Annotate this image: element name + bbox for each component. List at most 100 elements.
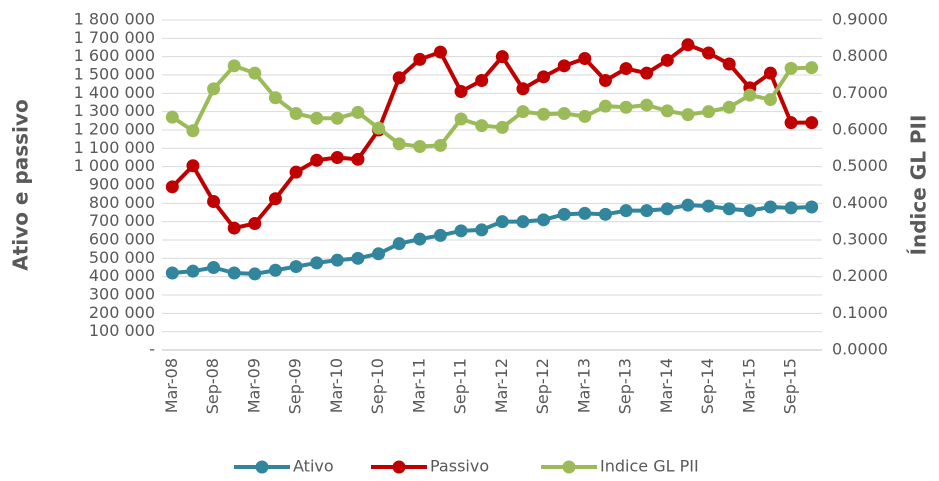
point xyxy=(351,152,365,166)
series-line xyxy=(171,63,812,149)
point xyxy=(660,53,674,67)
y-tick-label: 600 000 xyxy=(89,230,155,249)
point xyxy=(578,52,592,65)
point xyxy=(495,120,509,134)
point xyxy=(784,116,798,130)
point xyxy=(289,165,303,179)
point xyxy=(640,98,654,112)
point xyxy=(681,38,695,52)
point xyxy=(289,107,303,120)
point xyxy=(433,45,447,59)
point xyxy=(702,46,716,60)
point xyxy=(805,200,819,214)
point xyxy=(516,82,530,96)
y-tick-label: 500 000 xyxy=(89,248,155,267)
point xyxy=(681,198,695,212)
point xyxy=(475,119,489,133)
point xyxy=(702,105,716,119)
point xyxy=(702,199,716,213)
point xyxy=(392,237,406,251)
point xyxy=(557,207,571,221)
x-tick-label: Mar-13 xyxy=(574,358,593,413)
y-tick-label: 700 000 xyxy=(89,211,155,230)
y-tick-label: 400 000 xyxy=(89,266,155,285)
y-tick-label: 1 500 000 xyxy=(74,65,155,84)
point xyxy=(578,109,592,123)
point xyxy=(537,70,551,84)
y2-tick-label: 0.6000 xyxy=(832,120,888,139)
y-tick-label: 100 000 xyxy=(89,321,155,340)
point xyxy=(557,107,571,120)
legend-marker xyxy=(392,460,406,474)
y-tick-label: 1 300 000 xyxy=(74,101,155,120)
x-tick-label: Sep-12 xyxy=(533,358,552,414)
x-tick-label: Mar-09 xyxy=(244,358,263,413)
x-tick-label: Sep-15 xyxy=(781,358,800,414)
point xyxy=(268,91,282,105)
point xyxy=(763,200,777,214)
y-axis-title: Ativo e passivo xyxy=(9,99,33,270)
point xyxy=(640,66,654,80)
point xyxy=(413,52,427,66)
point xyxy=(310,111,324,125)
point xyxy=(784,201,798,215)
point xyxy=(433,138,447,152)
y2-axis-title: Índice GL PII xyxy=(907,115,931,256)
y2-tick-label: 0.1000 xyxy=(832,303,888,322)
point xyxy=(227,221,241,235)
point xyxy=(248,267,262,281)
point xyxy=(165,266,179,280)
point xyxy=(372,247,386,261)
x-tick-label: Sep-13 xyxy=(616,358,635,414)
point xyxy=(392,137,406,151)
y-tick-label: 800 000 xyxy=(89,193,155,212)
y2-tick-label: 0.7000 xyxy=(832,83,888,102)
y-tick-label: - xyxy=(149,340,155,359)
point xyxy=(207,261,221,274)
point xyxy=(537,213,551,227)
point xyxy=(330,111,344,125)
point xyxy=(310,153,324,167)
point xyxy=(330,253,344,267)
y2-tick-label: 0.9000 xyxy=(832,10,888,29)
y-tick-label: 200 000 xyxy=(89,303,155,322)
y-tick-label: 1 400 000 xyxy=(74,83,155,102)
y2-tick-label: 0.2000 xyxy=(832,266,888,285)
legend-marker xyxy=(562,460,576,474)
point xyxy=(454,85,468,98)
point xyxy=(392,71,406,85)
point xyxy=(248,217,262,230)
point xyxy=(268,192,282,206)
legend-marker xyxy=(255,460,269,474)
point xyxy=(268,263,282,277)
legend-label: Indice GL PII xyxy=(600,457,699,476)
point xyxy=(660,202,674,216)
point xyxy=(289,260,303,274)
point xyxy=(660,104,674,118)
y-tick-label: 300 000 xyxy=(89,285,155,304)
y2-tick-label: 0.0000 xyxy=(832,340,888,359)
point xyxy=(516,105,530,119)
point xyxy=(743,204,757,218)
point xyxy=(578,206,592,220)
point xyxy=(516,215,530,229)
point xyxy=(186,159,200,173)
point xyxy=(165,110,179,124)
point xyxy=(743,88,757,102)
point xyxy=(619,62,633,76)
point xyxy=(165,180,179,194)
point xyxy=(227,266,241,280)
legend-label: Ativo xyxy=(293,457,334,476)
point xyxy=(227,59,241,73)
y-tick-label: 1 000 000 xyxy=(74,156,155,175)
y-tick-label: 1 700 000 xyxy=(74,28,155,47)
y2-tick-label: 0.4000 xyxy=(832,193,888,212)
point xyxy=(598,99,612,113)
x-tick-label: Sep-08 xyxy=(203,358,222,414)
point xyxy=(763,93,777,107)
series-line xyxy=(170,42,812,231)
point xyxy=(372,121,386,135)
point xyxy=(413,232,427,246)
y-tick-label: 1 800 000 xyxy=(74,10,155,29)
